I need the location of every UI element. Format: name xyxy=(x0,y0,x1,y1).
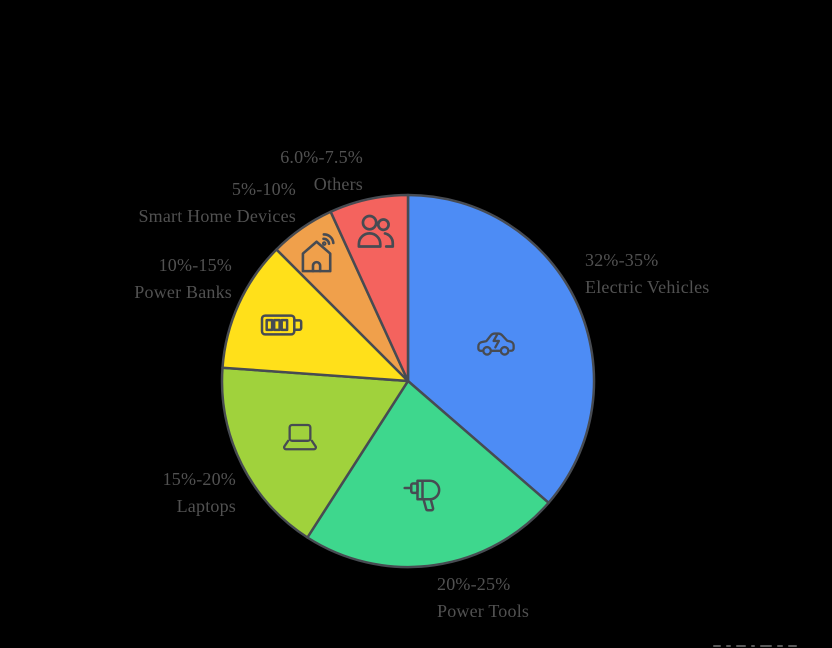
label-range: 15%-20% xyxy=(162,469,236,489)
label-name: Smart Home Devices xyxy=(138,206,296,226)
label-smart-home-devices: 5%-10% Smart Home Devices xyxy=(138,176,296,230)
label-electric-vehicles: 32%-35% Electric Vehicles xyxy=(585,247,710,301)
label-power-banks: 10%-15% Power Banks xyxy=(134,252,232,306)
pie-slice-power-tools xyxy=(306,379,550,569)
label-range: 10%-15% xyxy=(158,255,232,275)
pie-slice-power-banks xyxy=(221,248,410,383)
label-range: 5%-10% xyxy=(231,179,296,199)
pie-slice-laptops xyxy=(220,366,410,539)
label-power-tools: 20%-25% Power Tools xyxy=(437,571,529,625)
pie-slice-others xyxy=(329,193,410,383)
label-name: Electric Vehicles xyxy=(585,277,710,297)
pie-slices xyxy=(220,193,596,569)
label-range: 6.0%-7.5% xyxy=(280,147,363,167)
label-range: 20%-25% xyxy=(437,574,511,594)
label-name: Laptops xyxy=(176,496,236,516)
label-others: 6.0%-7.5% Others xyxy=(280,144,363,198)
label-name: Power Tools xyxy=(437,601,530,621)
label-range: 32%-35% xyxy=(585,250,659,270)
label-name: Power Banks xyxy=(134,282,232,302)
label-name: Others xyxy=(313,174,363,194)
label-laptops: 15%-20% Laptops xyxy=(163,466,236,520)
watermark-fragment xyxy=(713,645,797,648)
